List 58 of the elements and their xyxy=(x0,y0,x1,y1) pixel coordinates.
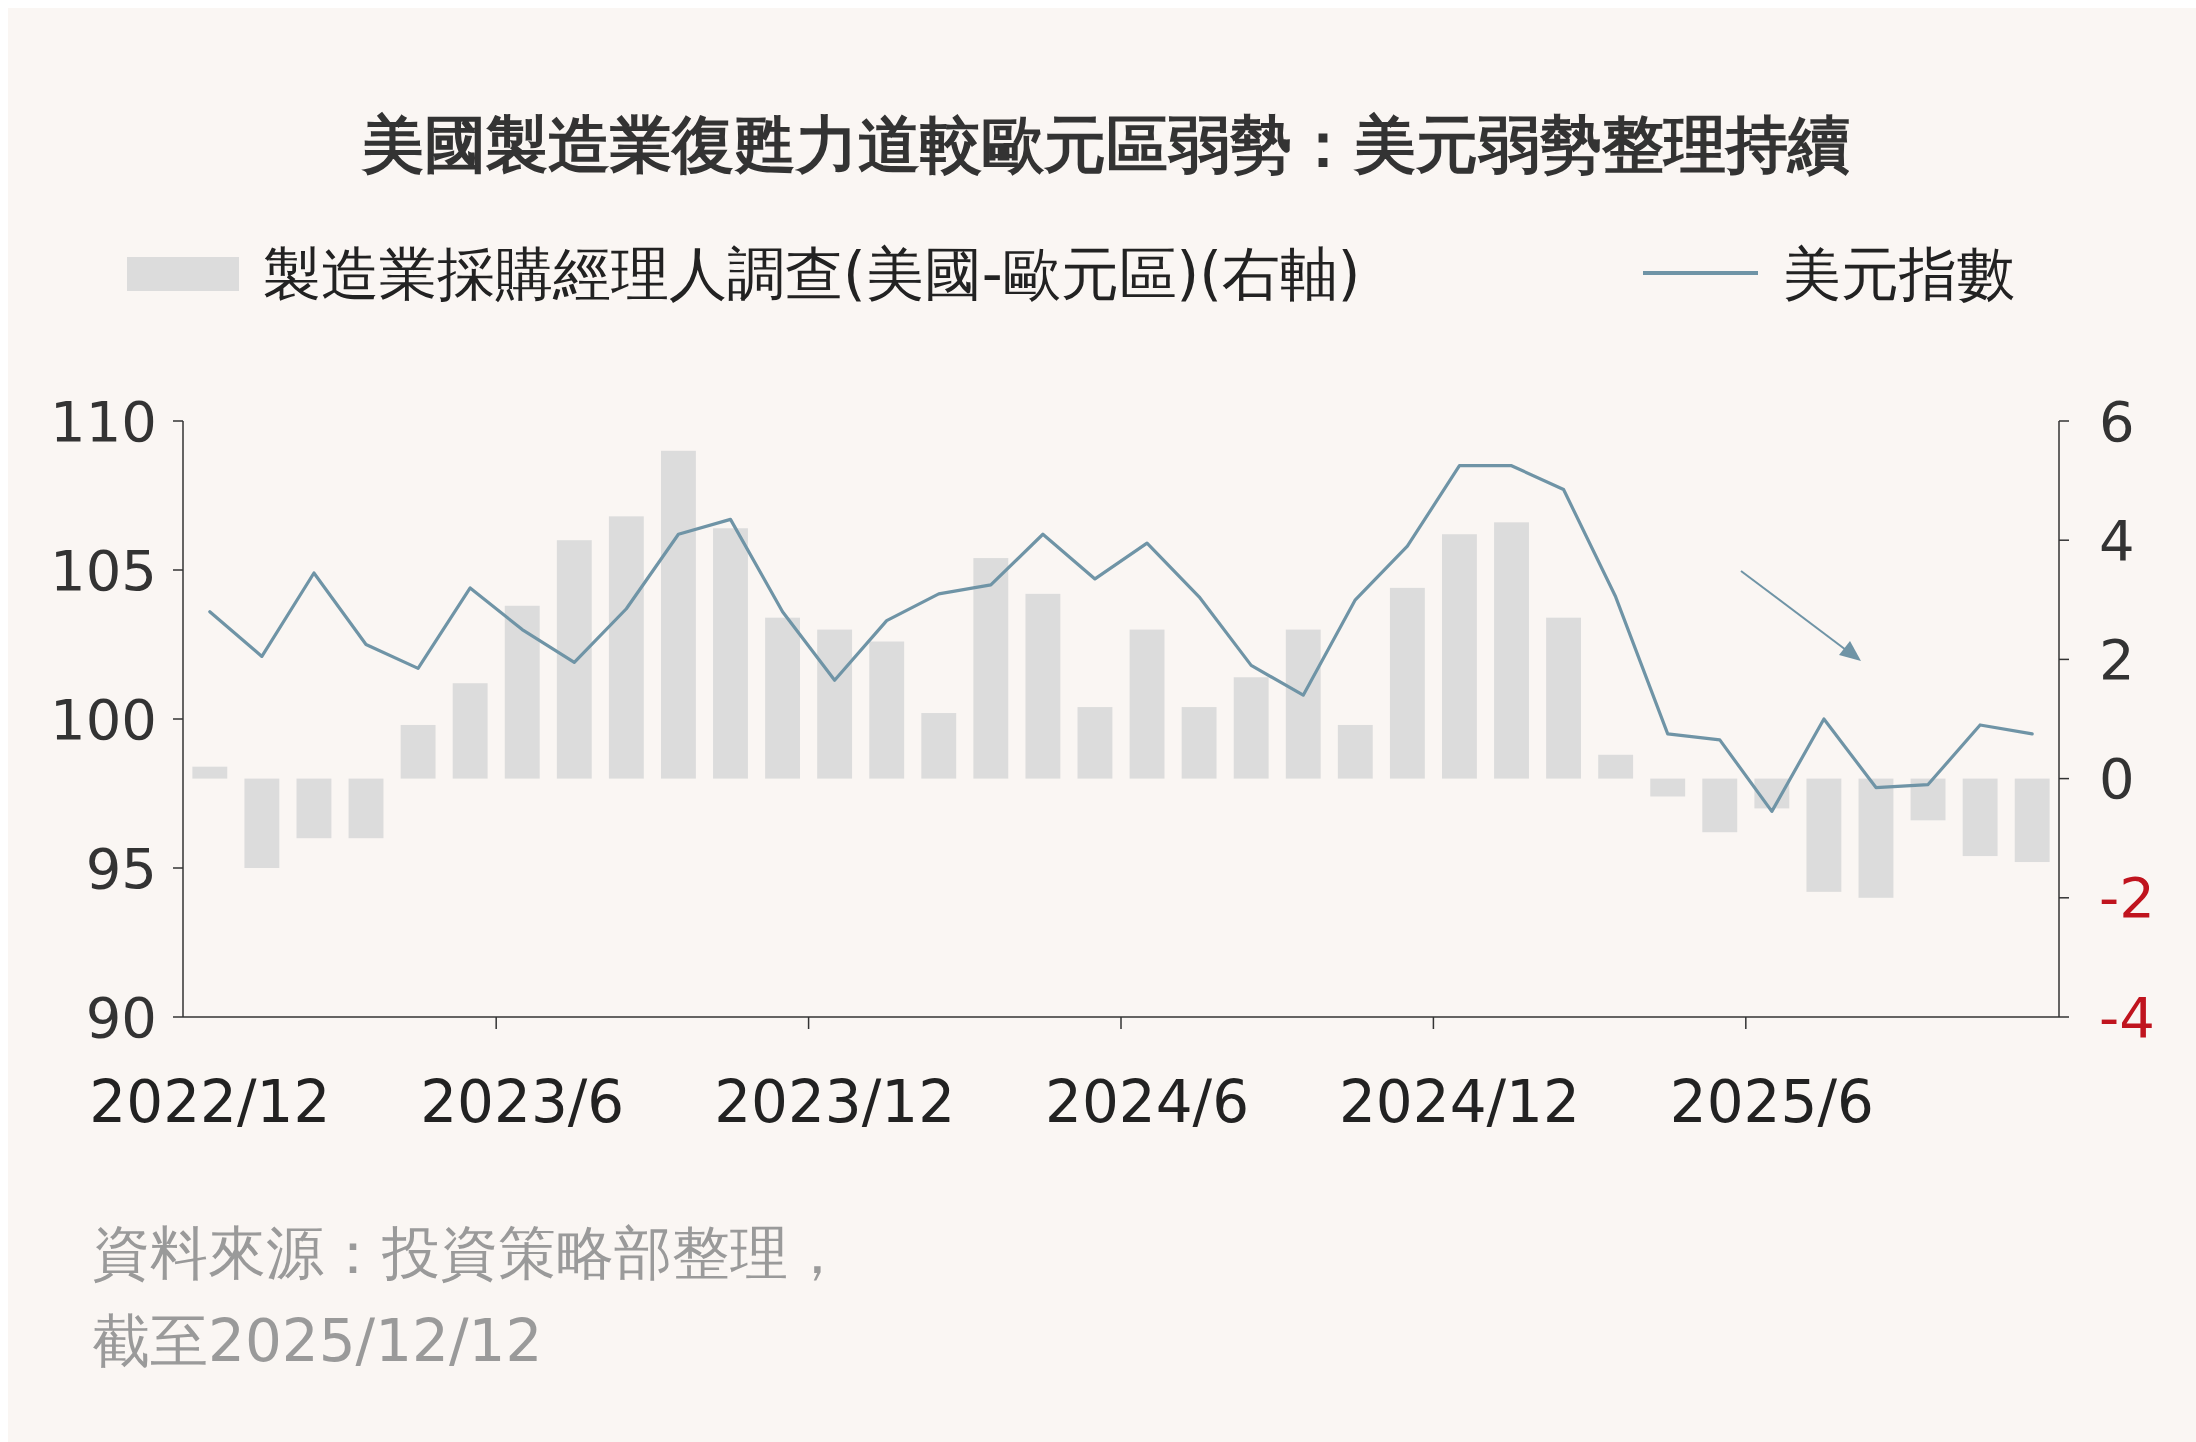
x-tick-label: 2023/6 xyxy=(420,1068,625,1136)
bar xyxy=(2014,778,2050,863)
text: 截至2025/12/12 xyxy=(92,1307,543,1375)
bar xyxy=(1233,677,1269,779)
line-series xyxy=(208,464,2034,813)
chart-title: 美國製造業復甦力道較歐元區弱勢：美元弱勢整理持續 xyxy=(361,108,1850,181)
bar xyxy=(765,617,800,779)
y-tick-label: 100 xyxy=(50,686,157,752)
y2-tick-label: -4 xyxy=(2099,984,2155,1050)
bar xyxy=(973,558,1009,779)
bar xyxy=(1285,629,1321,779)
y2-tick-label: 2 xyxy=(2099,627,2135,692)
y-tick-label: 90 xyxy=(85,984,157,1050)
x-tick-label: 2022/12 xyxy=(89,1068,331,1136)
x-tick-label: 2025/6 xyxy=(1669,1068,1874,1136)
bar xyxy=(504,605,540,779)
bar xyxy=(452,683,488,779)
bar xyxy=(1181,707,1217,779)
legend-label: 製造業採購經理人調查(美國-歐元區)(右軸) xyxy=(263,240,1361,308)
bar xyxy=(348,778,384,839)
bar xyxy=(608,516,644,779)
x-tick-label: 2024/6 xyxy=(1045,1068,1250,1136)
y-tick-label: 105 xyxy=(50,537,157,603)
bar xyxy=(1598,754,1634,779)
source-note: 資料來源：投資策略部整理， xyxy=(92,1219,846,1287)
bar xyxy=(1962,778,1998,857)
x-tick-label: 2023/12 xyxy=(714,1068,956,1136)
bar xyxy=(1702,778,1738,833)
bar xyxy=(1129,629,1165,779)
bar xyxy=(400,724,436,779)
bar xyxy=(1494,522,1529,779)
bar xyxy=(1442,534,1477,779)
bar xyxy=(921,713,957,779)
bar xyxy=(296,778,332,839)
y2-tick-label: 0 xyxy=(2099,746,2135,812)
bar xyxy=(817,629,853,779)
bar xyxy=(1025,593,1061,779)
bar xyxy=(1650,778,1686,797)
bar xyxy=(660,450,696,779)
y2-tick-label: 6 xyxy=(2099,388,2135,454)
bar xyxy=(1806,778,1842,892)
bar xyxy=(1337,724,1373,779)
bar xyxy=(1389,587,1425,779)
legend-label: 美元指數 xyxy=(1783,240,2015,308)
bar xyxy=(1910,778,1946,821)
bar xyxy=(1546,617,1582,779)
bar xyxy=(869,641,905,779)
y2-tick-label: -2 xyxy=(2099,865,2155,931)
bar xyxy=(556,540,592,779)
y-tick-label: 110 xyxy=(50,388,157,454)
y2-tick-label: 4 xyxy=(2099,507,2135,573)
bar xyxy=(1077,707,1113,779)
bar xyxy=(713,528,748,779)
y-tick-label: 95 xyxy=(85,835,157,901)
x-tick-label: 2024/12 xyxy=(1338,1068,1580,1136)
bar xyxy=(244,778,280,868)
bar xyxy=(192,766,228,779)
bar xyxy=(1858,778,1894,898)
